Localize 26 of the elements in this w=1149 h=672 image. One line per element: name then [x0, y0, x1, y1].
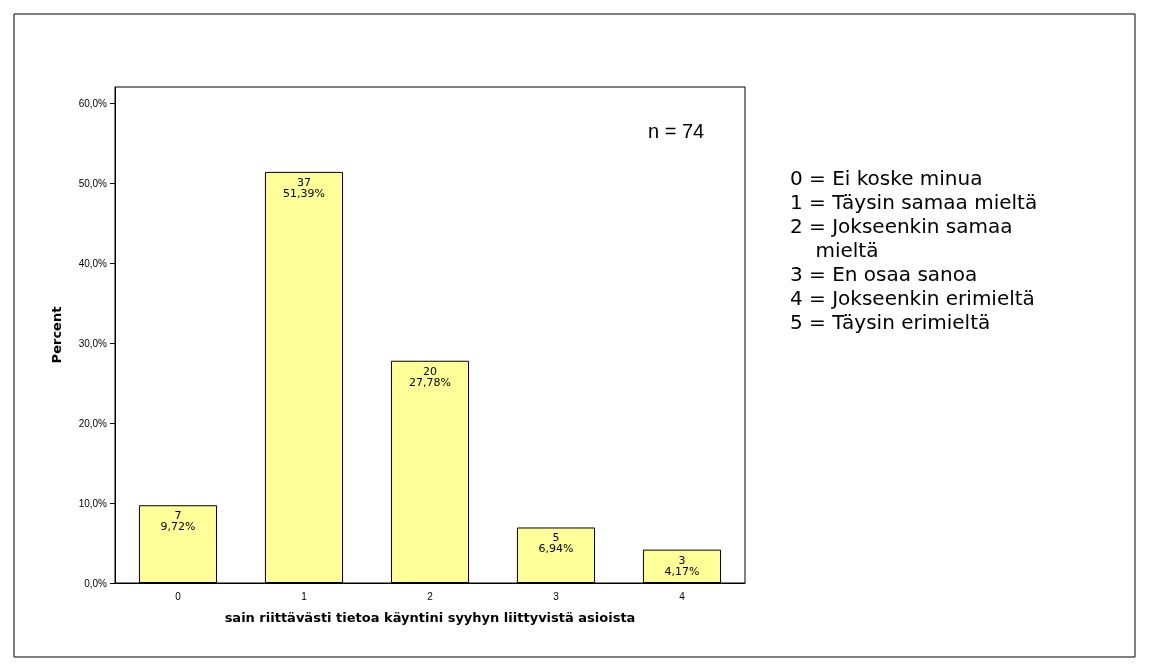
y-tick-label: 10,0%: [78, 497, 108, 509]
data-label: 7 9,72%: [160, 509, 196, 534]
y-tick-label: 30,0%: [78, 337, 108, 349]
text: 2 = Jokseenkin samaa mieltä: [790, 214, 1013, 262]
x-axis-title: sain riittävästi tietoa käyntini syyhyn liittyvistä asioista: [224, 610, 636, 625]
y-tick-label: 50,0%: [78, 177, 108, 189]
text: 5 = Täysin erimieltä: [790, 310, 991, 334]
annotation: n = 74: [648, 120, 705, 142]
y-tick-label: 0,0%: [84, 577, 108, 589]
data-label: 5 6,94%: [538, 531, 574, 556]
data-label: 3 4,17%: [664, 553, 700, 578]
x-tick-label: 0: [175, 590, 182, 602]
data-label: 37 51,39%: [283, 175, 325, 200]
y-axis-title: Percent: [49, 306, 64, 364]
text: 3 = En osaa sanoa: [790, 262, 978, 286]
text: 0 = Ei koske minua: [790, 166, 983, 190]
data-label: 20 27,78%: [409, 364, 451, 389]
x-tick-label: 3: [553, 590, 560, 602]
y-tick-label: 20,0%: [78, 417, 108, 429]
text: 1 = Täysin samaa mieltä: [790, 190, 1038, 214]
x-tick-label: 1: [301, 590, 308, 602]
x-tick-label: 2: [427, 590, 434, 602]
y-tick-label: 60,0%: [78, 97, 108, 109]
y-tick-label: 40,0%: [78, 257, 108, 269]
text: 4 = Jokseenkin erimieltä: [790, 286, 1035, 310]
x-tick-label: 4: [679, 590, 686, 602]
